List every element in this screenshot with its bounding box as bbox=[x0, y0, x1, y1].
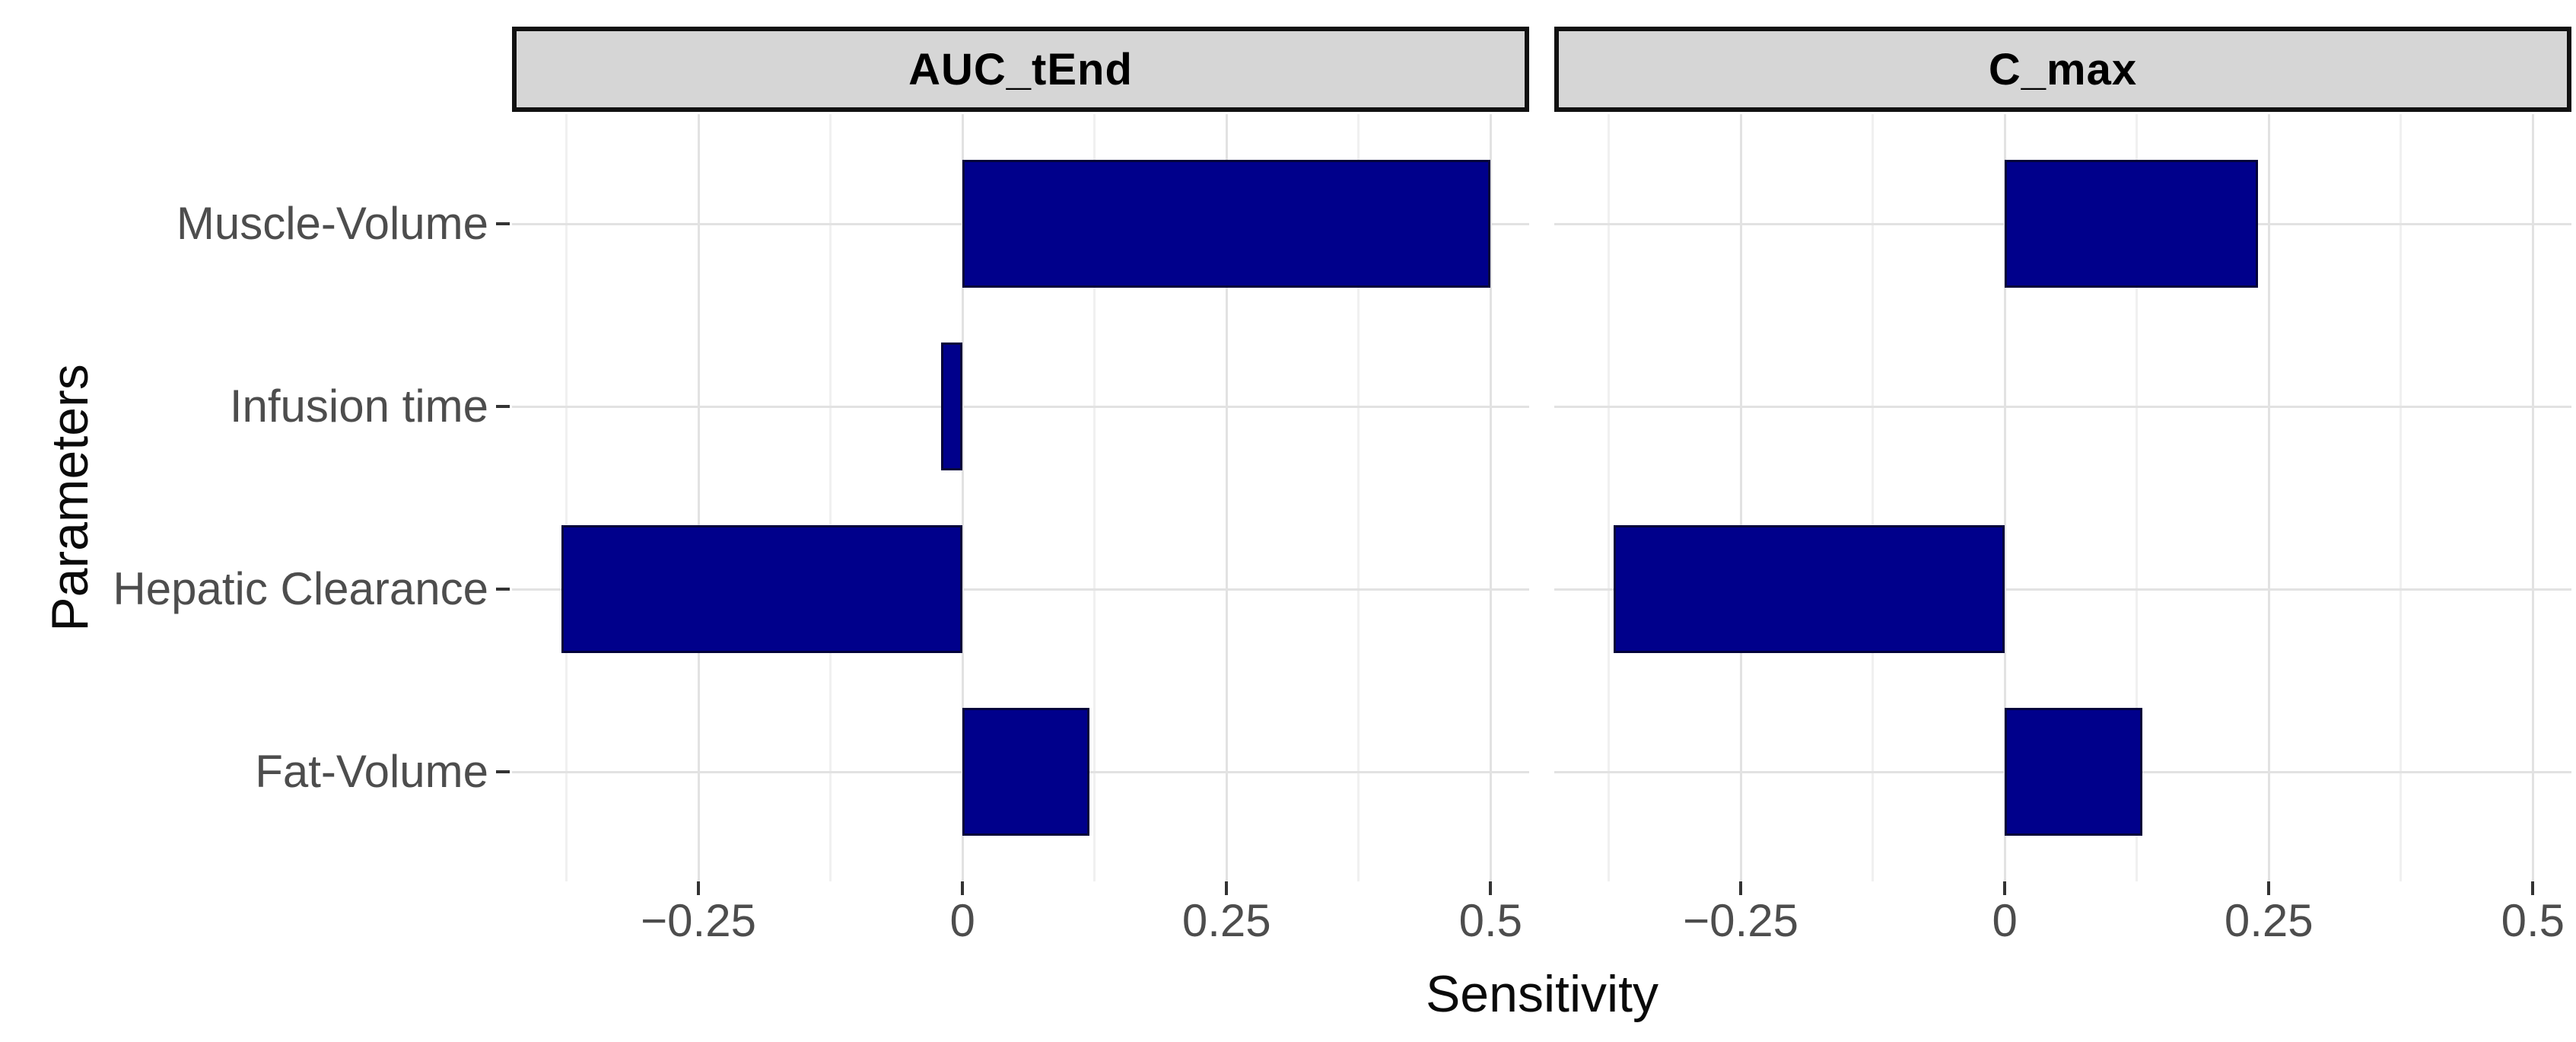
x-tick-label: 0 bbox=[949, 895, 975, 946]
x-tick-mark bbox=[1739, 881, 1743, 895]
gridline-major bbox=[2003, 114, 2006, 881]
y-tick-mark bbox=[496, 405, 510, 408]
y-tick-mark bbox=[496, 770, 510, 773]
gridline-major bbox=[512, 405, 1529, 408]
x-tick-mark bbox=[1225, 881, 1229, 895]
bar-auc-tend-infusion-time bbox=[941, 343, 963, 470]
gridline-minor bbox=[1357, 114, 1360, 881]
x-tick-label: 0 bbox=[1992, 895, 2018, 946]
facet-panel-auc-tend bbox=[512, 114, 1529, 881]
gridline-major bbox=[512, 588, 1529, 591]
bar-c-max-fat-volume bbox=[2005, 708, 2142, 836]
gridline-major bbox=[1225, 114, 1228, 881]
bar-c-max-muscle-volume bbox=[2005, 160, 2259, 288]
x-tick-mark bbox=[2003, 881, 2007, 895]
facet-panel-c-max bbox=[1554, 114, 2571, 881]
gridline-minor bbox=[1093, 114, 1096, 881]
gridline-minor bbox=[565, 114, 568, 881]
facet-strip-c-max: C_max bbox=[1554, 27, 2571, 112]
gridline-major bbox=[2531, 114, 2534, 881]
x-tick-mark bbox=[2531, 881, 2535, 895]
y-tick-label-infusion-time: Infusion time bbox=[229, 381, 488, 432]
gridline-major bbox=[697, 114, 700, 881]
gridline-minor bbox=[829, 114, 832, 881]
y-tick-mark bbox=[496, 222, 510, 225]
y-tick-label-muscle-volume: Muscle-Volume bbox=[176, 198, 488, 249]
bar-auc-tend-fat-volume bbox=[962, 708, 1089, 836]
bar-auc-tend-hepatic-clearance bbox=[561, 525, 963, 653]
x-tick-label: 0.25 bbox=[2224, 895, 2314, 946]
x-tick-label: −0.25 bbox=[1683, 895, 1798, 946]
gridline-major bbox=[1554, 405, 2571, 408]
x-tick-label: 0.5 bbox=[1458, 895, 1523, 946]
facet-strip-auc-tend: AUC_tEnd bbox=[512, 27, 1529, 112]
bar-auc-tend-muscle-volume bbox=[962, 160, 1491, 288]
gridline-major bbox=[1554, 588, 2571, 591]
gridline-major bbox=[961, 114, 964, 881]
x-tick-mark bbox=[697, 881, 701, 895]
x-tick-label: 0.25 bbox=[1181, 895, 1271, 946]
y-tick-label-hepatic-clearance: Hepatic Clearance bbox=[113, 563, 488, 614]
gridline-minor bbox=[1608, 114, 1610, 881]
x-axis-title: Sensitivity bbox=[1425, 965, 1659, 1023]
bar-c-max-hepatic-clearance bbox=[1614, 525, 2005, 653]
y-tick-label-fat-volume: Fat-Volume bbox=[255, 746, 488, 797]
x-tick-mark bbox=[1489, 881, 1493, 895]
y-tick-mark bbox=[496, 588, 510, 591]
x-tick-label: 0.5 bbox=[2501, 895, 2565, 946]
gridline-major bbox=[1489, 114, 1492, 881]
gridline-minor bbox=[1872, 114, 1875, 881]
x-tick-mark bbox=[2267, 881, 2271, 895]
gridline-minor bbox=[2136, 114, 2139, 881]
x-tick-label: −0.25 bbox=[641, 895, 756, 946]
x-tick-mark bbox=[961, 881, 965, 895]
gridline-minor bbox=[2399, 114, 2403, 881]
gridline-major bbox=[1739, 114, 1742, 881]
gridline-major bbox=[2267, 114, 2270, 881]
